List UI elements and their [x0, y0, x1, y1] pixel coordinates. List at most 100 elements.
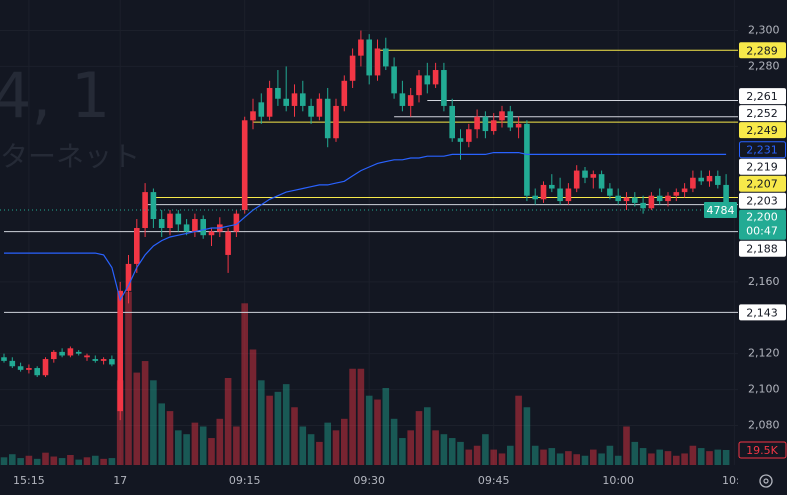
volume-bar — [316, 441, 323, 465]
volume-bar — [498, 453, 506, 465]
candle-body — [349, 55, 356, 81]
settings-icon[interactable] — [759, 474, 773, 488]
candle-body — [300, 93, 306, 106]
volume-bar — [116, 380, 124, 465]
volume-bar — [465, 449, 473, 465]
volume-bar — [75, 459, 82, 465]
level-price-box — [739, 122, 786, 139]
volume-bar — [390, 418, 398, 465]
candle-body — [466, 129, 472, 142]
candle-body — [656, 195, 663, 202]
volume-bar — [606, 445, 614, 465]
volume-bar — [133, 372, 141, 465]
volume-bar — [590, 449, 597, 465]
price-axis: 2,300 2,280 2,160 2,120 2,100 2,080 2,289 2,261… — [738, 24, 787, 459]
candle-body — [67, 348, 74, 356]
volume-bar — [540, 449, 547, 465]
volume-bar — [548, 448, 556, 465]
candle-body — [308, 105, 314, 117]
candle-body — [565, 188, 572, 202]
vwap-price-label: 2,231 — [746, 144, 778, 157]
candle-body — [607, 188, 613, 196]
volume-bar — [341, 418, 348, 465]
candle-body — [449, 105, 455, 139]
level-price-label: 2,252 — [746, 107, 778, 120]
volume-bar — [714, 449, 722, 465]
level-price-box — [739, 240, 786, 257]
candle-body — [258, 102, 265, 117]
candle-body — [598, 174, 605, 189]
candle-body — [532, 195, 538, 200]
candle-body — [648, 195, 655, 209]
candle-body — [706, 175, 713, 182]
candle-body — [383, 48, 389, 67]
candle-body — [407, 95, 414, 106]
last-price-label: 2,200 — [746, 211, 778, 224]
settings-icon-ring[interactable] — [759, 474, 773, 488]
candle-body — [142, 192, 148, 229]
candle-body — [283, 98, 289, 106]
volume-bar — [216, 418, 224, 465]
volume-bar — [374, 399, 381, 465]
candle-body — [84, 355, 90, 358]
volume-bar — [614, 455, 622, 465]
volume-bar — [199, 426, 207, 465]
badge-box — [704, 202, 737, 219]
volume-bar — [457, 441, 464, 465]
level-price-label: 2,188 — [746, 243, 778, 256]
volume-bar — [150, 380, 157, 465]
volume-bar — [598, 453, 605, 465]
level-price-label: 2,203 — [746, 195, 778, 208]
candle-body — [324, 98, 331, 139]
vwap-line — [4, 152, 727, 302]
candle-body — [291, 93, 298, 106]
candle-body — [632, 197, 638, 203]
settings-icon-core[interactable] — [763, 478, 769, 484]
candle-body — [109, 359, 115, 365]
volume-bar — [266, 395, 273, 465]
volume-bar — [573, 454, 580, 465]
candle-body — [665, 195, 671, 202]
volume-bar — [241, 303, 248, 465]
y-tick-label: 2,120 — [748, 347, 780, 360]
candle-body — [573, 170, 580, 189]
candle-body — [482, 116, 489, 132]
candle-body — [192, 219, 198, 232]
volume-bar — [33, 458, 41, 465]
y-tick-label: 2,160 — [748, 275, 780, 288]
candle-body — [499, 111, 505, 121]
candle-body — [42, 359, 49, 376]
volume-bar — [681, 453, 688, 465]
volume-bar — [490, 449, 497, 465]
volume-bar — [473, 445, 481, 465]
volume-bar — [307, 434, 315, 465]
level-price-box — [739, 304, 786, 321]
candle-body — [266, 87, 273, 117]
candle-body — [416, 75, 422, 96]
volume-bar — [100, 458, 107, 465]
candle-body — [524, 123, 530, 196]
level-price-box — [739, 42, 786, 59]
candle-body — [117, 290, 123, 412]
candle-body — [92, 359, 99, 361]
volume-bar — [515, 395, 522, 465]
watermark: 4, 1 — [0, 59, 110, 132]
volume-bar — [656, 449, 663, 465]
candle-body — [175, 213, 182, 225]
candle-body — [150, 192, 157, 220]
candle-body — [316, 98, 323, 117]
countdown-label: 00:47 — [746, 225, 778, 238]
volume-bar — [332, 430, 340, 465]
candle-body — [432, 70, 439, 85]
candle-body — [715, 175, 721, 185]
volume-bar — [631, 441, 639, 465]
volume-bar — [191, 422, 199, 465]
candle-body — [673, 192, 680, 196]
candle-body — [515, 123, 522, 128]
volume-bar — [415, 411, 423, 465]
candle-body — [233, 213, 240, 232]
candle-body — [582, 170, 588, 178]
volume-label-box — [738, 441, 787, 459]
vwap-price-box — [739, 141, 786, 159]
